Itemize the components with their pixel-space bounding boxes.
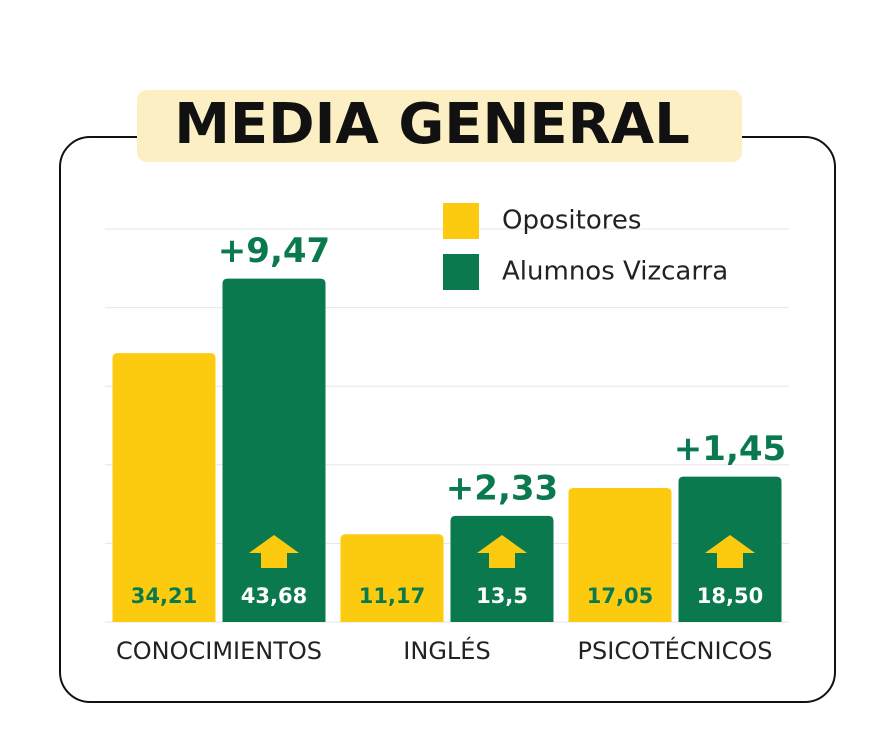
arrow-icon — [477, 535, 527, 568]
chart-title: MEDIA GENERAL — [174, 92, 690, 157]
x-tick-label: CONOCIMIENTOS — [116, 637, 322, 665]
bar — [222, 278, 326, 622]
title-box — [137, 90, 742, 162]
difference-label: +9,47 — [218, 231, 330, 271]
arrow-icon — [705, 535, 755, 568]
value-label: 13,5 — [476, 584, 528, 608]
x-tick-label: PSICOTÉCNICOS — [578, 636, 773, 665]
value-label: 17,05 — [587, 584, 653, 608]
legend-label: Opositores — [502, 206, 641, 236]
bar — [340, 534, 444, 622]
difference-label: +1,45 — [674, 429, 786, 469]
bar — [568, 487, 672, 622]
value-label: 18,50 — [697, 584, 763, 608]
arrow-icon — [249, 535, 299, 568]
legend-swatch — [443, 203, 479, 239]
value-label: 34,21 — [131, 584, 197, 608]
bar — [112, 353, 216, 622]
value-label: 43,68 — [241, 584, 307, 608]
legend-label: Alumnos Vizcarra — [502, 257, 728, 287]
legend-swatch — [443, 254, 479, 290]
value-label: 11,17 — [359, 584, 425, 608]
x-tick-label: INGLÉS — [403, 636, 490, 665]
plot: Opositores Alumnos Vizcarra CONOCIMIENTOS 3… — [105, 203, 789, 665]
bar — [450, 515, 554, 622]
difference-label: +2,33 — [446, 468, 558, 508]
